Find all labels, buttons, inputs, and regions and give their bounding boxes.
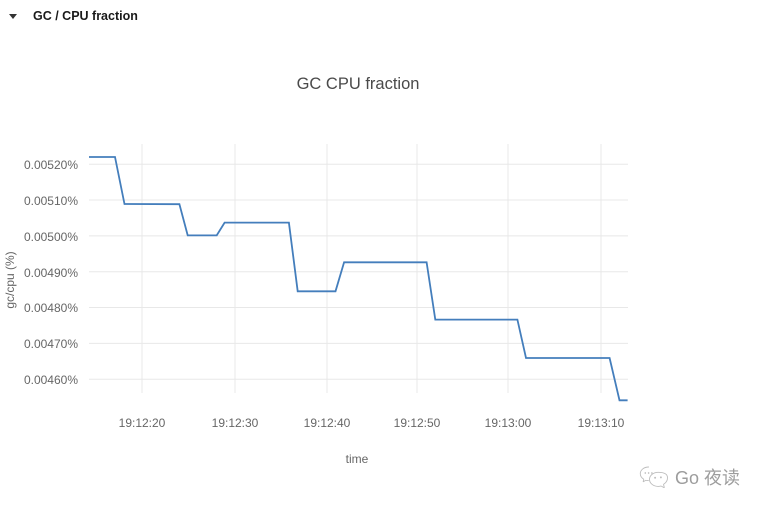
- svg-text:19:12:20: 19:12:20: [119, 416, 166, 430]
- svg-text:0.00500%: 0.00500%: [24, 230, 78, 244]
- svg-text:0.00480%: 0.00480%: [24, 301, 78, 315]
- svg-text:0.00490%: 0.00490%: [24, 266, 78, 280]
- svg-text:19:13:00: 19:13:00: [485, 416, 532, 430]
- svg-text:0.00520%: 0.00520%: [24, 158, 78, 172]
- svg-text:19:12:50: 19:12:50: [394, 416, 441, 430]
- svg-text:time: time: [346, 452, 369, 466]
- svg-text:19:12:30: 19:12:30: [212, 416, 259, 430]
- svg-text:0.00510%: 0.00510%: [24, 194, 78, 208]
- svg-text:19:13:10: 19:13:10: [578, 416, 625, 430]
- svg-text:0.00470%: 0.00470%: [24, 337, 78, 351]
- svg-text:0.00460%: 0.00460%: [24, 373, 78, 387]
- svg-text:gc/cpu (%): gc/cpu (%): [3, 251, 17, 308]
- svg-text:19:12:40: 19:12:40: [304, 416, 351, 430]
